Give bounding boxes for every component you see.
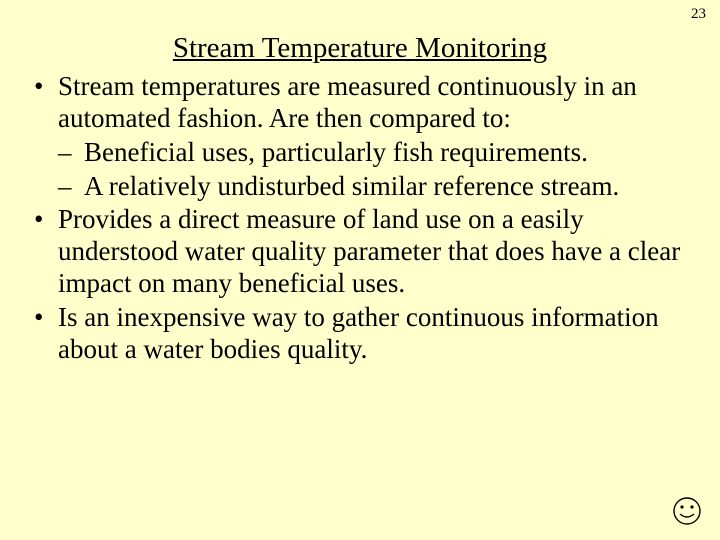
- bullet-marker: •: [28, 71, 58, 135]
- sub-bullet-text: Beneficial uses, particularly fish requi…: [84, 137, 700, 169]
- bullet-text: Stream temperatures are measured continu…: [58, 71, 700, 135]
- bullet-text: Provides a direct measure of land use on…: [58, 204, 700, 300]
- sub-bullet-item: –Beneficial uses, particularly fish requ…: [28, 137, 700, 169]
- bullet-marker: •: [28, 302, 58, 366]
- sub-bullet-marker: –: [58, 137, 84, 169]
- bullet-item: •Provides a direct measure of land use o…: [28, 204, 700, 300]
- slide: 23 Stream Temperature Monitoring •Stream…: [0, 0, 720, 540]
- bullet-text: Is an inexpensive way to gather continuo…: [58, 302, 700, 366]
- smiley-icon: [672, 496, 702, 526]
- bullet-item: •Stream temperatures are measured contin…: [28, 71, 700, 135]
- sub-bullet-text: A relatively undisturbed similar referen…: [84, 171, 700, 203]
- bullet-item: •Is an inexpensive way to gather continu…: [28, 302, 700, 366]
- slide-title: Stream Temperature Monitoring: [20, 32, 700, 65]
- sub-bullet-marker: –: [58, 171, 84, 203]
- slide-content: •Stream temperatures are measured contin…: [20, 71, 700, 366]
- bullet-marker: •: [28, 204, 58, 300]
- page-number: 23: [691, 6, 706, 23]
- sub-bullet-item: –A relatively undisturbed similar refere…: [28, 171, 700, 203]
